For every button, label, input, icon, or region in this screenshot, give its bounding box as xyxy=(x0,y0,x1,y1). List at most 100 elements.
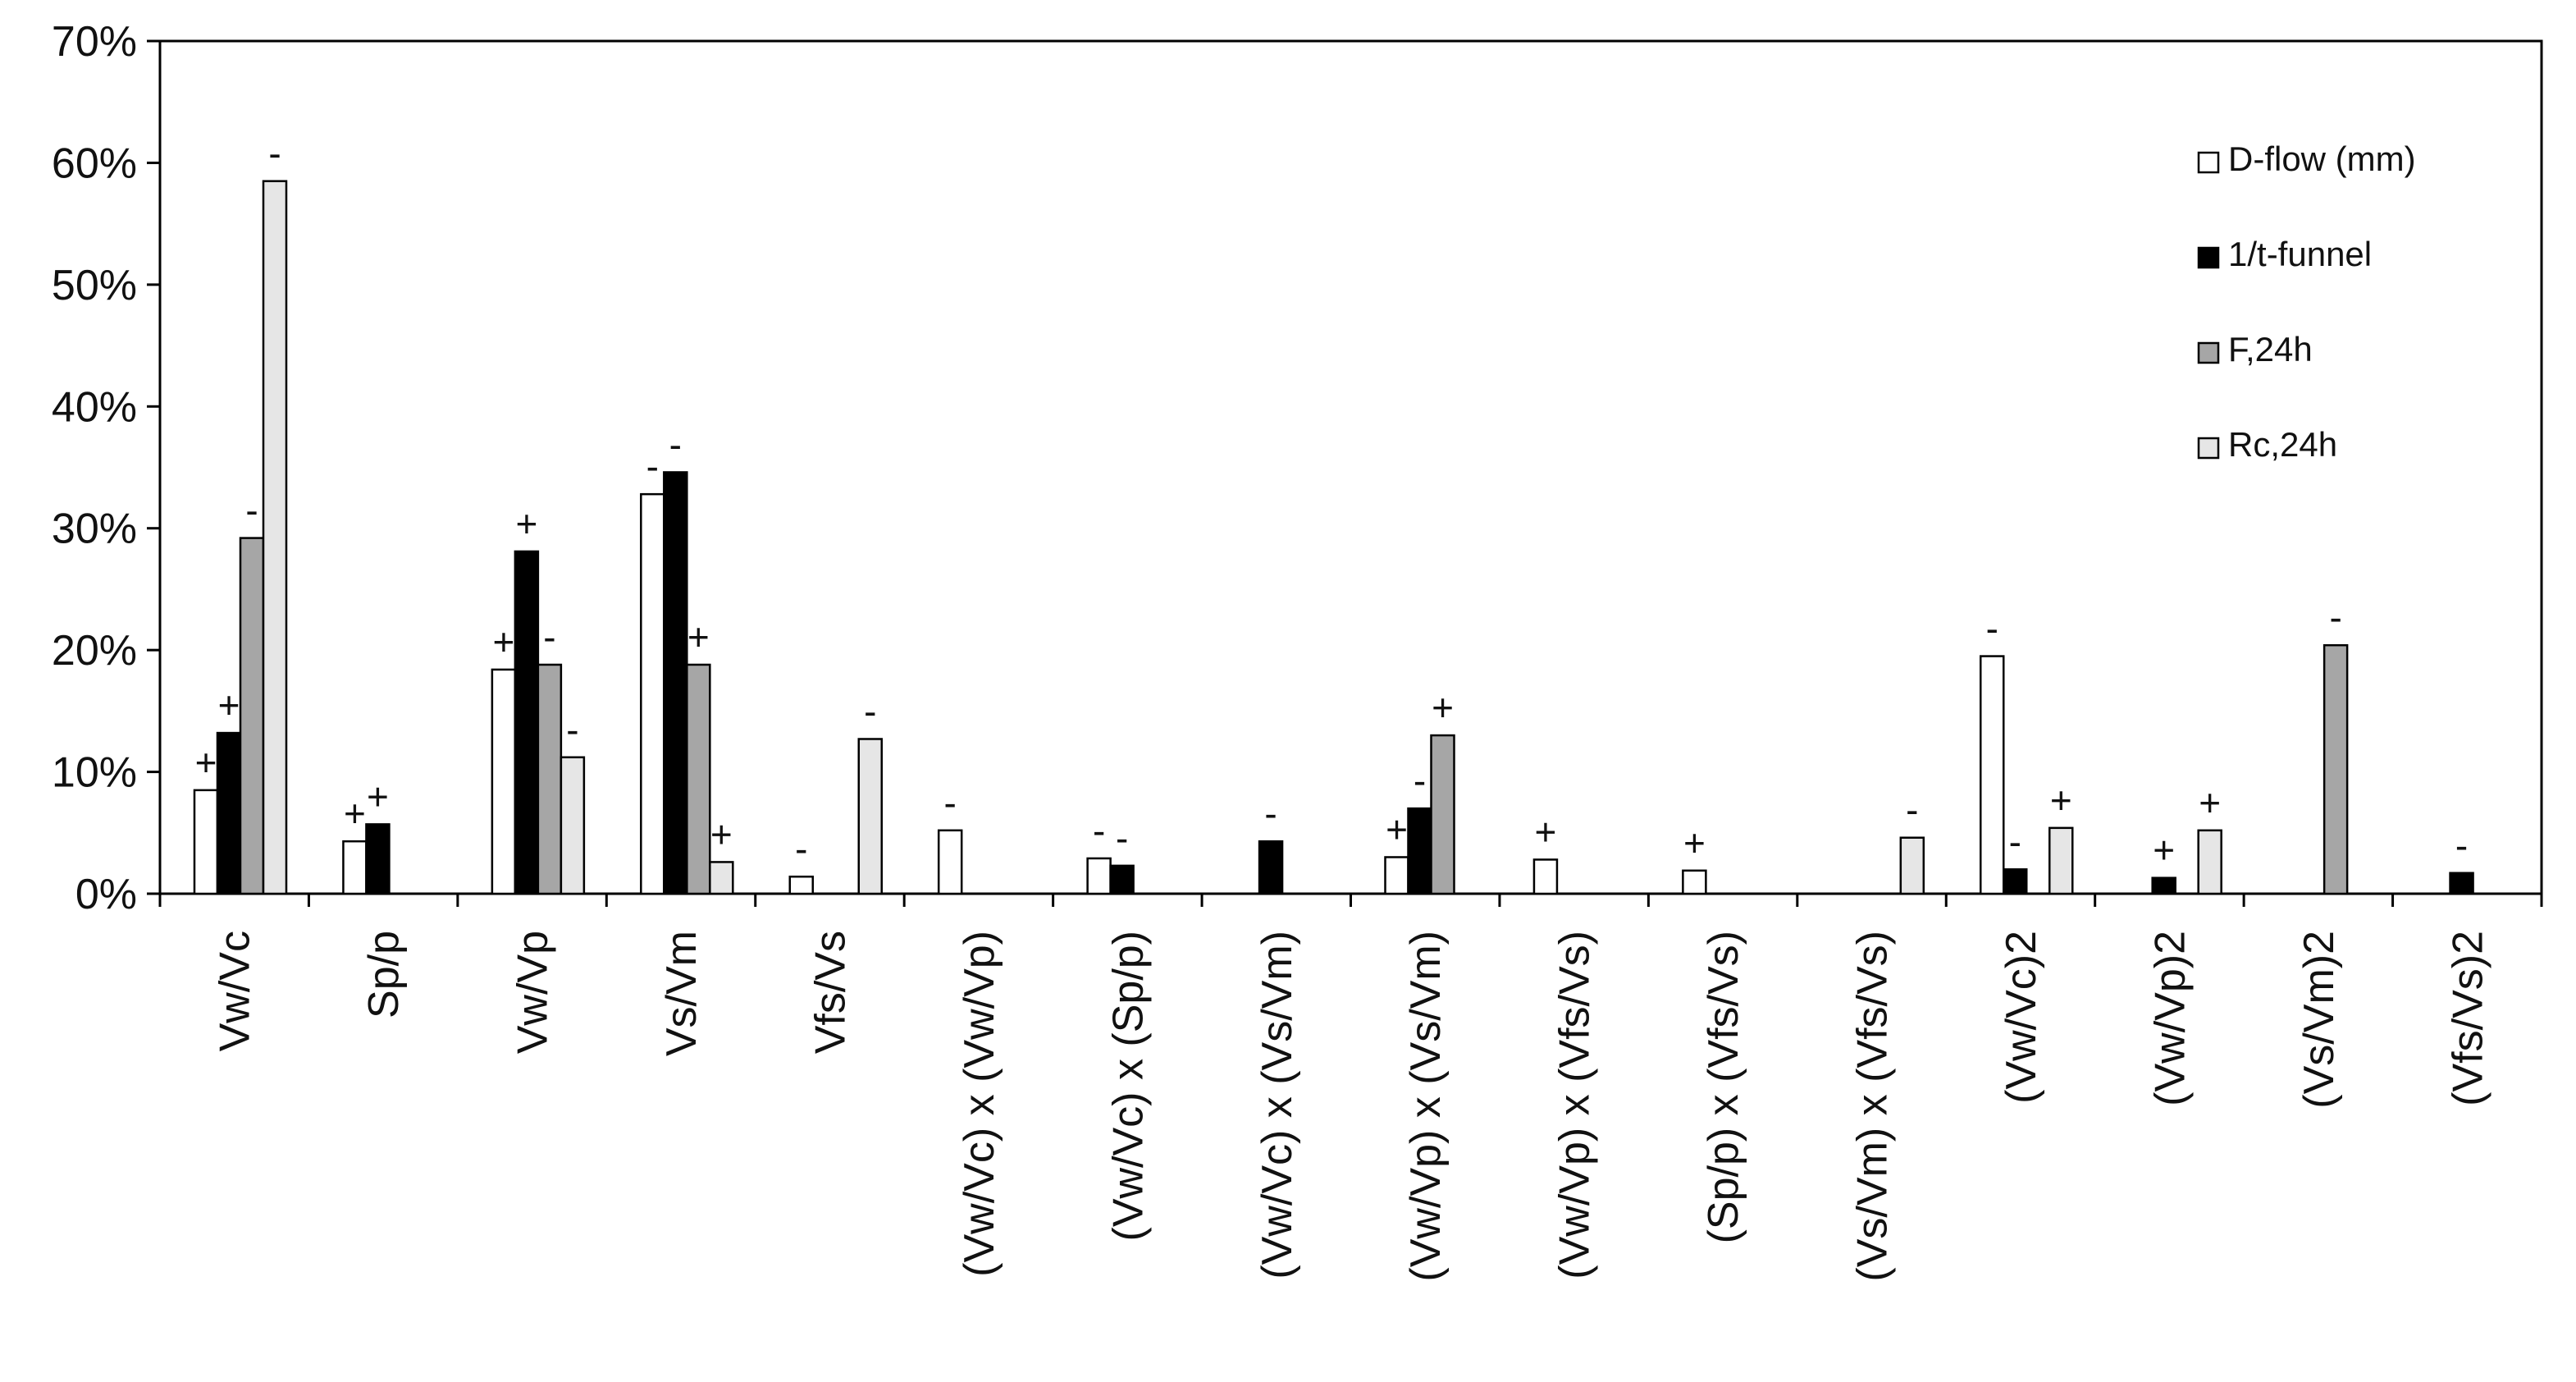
legend-swatch xyxy=(2197,246,2220,269)
bar-d-flow-mm-5 xyxy=(937,829,963,895)
sign-label: - xyxy=(795,827,807,870)
sign-label: - xyxy=(2329,596,2341,638)
sign-label: - xyxy=(1264,792,1277,835)
bar-rc-24h-3 xyxy=(709,861,734,895)
x-category-label: (Vw/Vp) x (Vfs/Vs) xyxy=(1551,931,1599,1279)
x-category-label: Vs/Vm xyxy=(658,931,706,1056)
x-category-label: (Vs/Vm)2 xyxy=(2295,931,2343,1109)
sign-label: - xyxy=(1986,607,1998,650)
x-category-label: (Sp/p) x (Vfs/Vs) xyxy=(1700,931,1747,1243)
bar-f-24h-3 xyxy=(686,663,711,895)
x-category-label: (Vfs/Vs)2 xyxy=(2444,931,2492,1106)
x-category-label: Vw/Vp xyxy=(509,931,557,1054)
sign-label: - xyxy=(1906,789,1918,831)
sign-label: - xyxy=(646,445,659,487)
sign-label: + xyxy=(1432,686,1454,729)
y-tick-label: 60% xyxy=(52,140,137,187)
x-category-label: (Vw/Vp)2 xyxy=(2146,931,2194,1106)
bar-d-flow-mm-8 xyxy=(1384,856,1409,895)
bar-d-flow-mm-10 xyxy=(1682,869,1707,895)
sign-label: + xyxy=(367,775,389,817)
bar-f-24h-14 xyxy=(2323,643,2349,895)
sign-label: - xyxy=(1116,817,1128,859)
bar-1-t-funnel-1 xyxy=(365,823,391,895)
bar-d-flow-mm-2 xyxy=(491,668,517,895)
sign-label: - xyxy=(1093,809,1105,852)
legend-swatch xyxy=(2197,151,2220,174)
bar-d-flow-mm-0 xyxy=(193,789,219,895)
x-category-label: (Vw/Vc) x (Vs/Vm) xyxy=(1254,931,1301,1279)
legend-label: 1/t-funnel xyxy=(2228,235,2372,273)
legend-label: F,24h xyxy=(2228,330,2313,368)
bar-1-t-funnel-7 xyxy=(1258,840,1284,895)
x-category-label: (Vw/Vc)2 xyxy=(1998,931,2045,1104)
bar-d-flow-mm-3 xyxy=(640,492,665,895)
bar-1-t-funnel-2 xyxy=(514,550,540,895)
bar-f-24h-0 xyxy=(239,537,265,895)
x-category-label: (Vs/Vm) x (Vfs/Vs) xyxy=(1849,931,1897,1282)
x-category-label: Sp/p xyxy=(360,931,408,1018)
y-tick-label: 50% xyxy=(52,262,137,309)
sign-label: - xyxy=(2009,820,2021,863)
bar-d-flow-mm-9 xyxy=(1532,858,1559,895)
y-tick-label: 30% xyxy=(52,506,137,553)
y-tick-label: 40% xyxy=(52,383,137,431)
x-category-label: (Vw/Vp) x (Vs/Vm) xyxy=(1402,931,1450,1282)
y-tick-label: 70% xyxy=(52,18,137,66)
bar-1-t-funnel-15 xyxy=(2449,872,2474,895)
sign-label: + xyxy=(344,792,366,835)
bar-1-t-funnel-6 xyxy=(1109,864,1135,895)
legend-label: Rc,24h xyxy=(2228,425,2337,464)
bar-1-t-funnel-12 xyxy=(2003,868,2028,895)
sign-label: + xyxy=(2050,779,2072,821)
bar-rc-24h-4 xyxy=(857,738,883,895)
sign-label: + xyxy=(1535,810,1557,853)
bar-d-flow-mm-4 xyxy=(788,875,814,895)
bar-d-flow-mm-1 xyxy=(342,840,368,895)
y-tick-label: 0% xyxy=(75,871,137,918)
sign-label: + xyxy=(2153,829,2175,872)
sign-label: + xyxy=(1386,808,1408,850)
bar-rc-24h-0 xyxy=(262,180,288,895)
bar-1-t-funnel-13 xyxy=(2151,876,2176,895)
sign-label: - xyxy=(1414,759,1426,802)
sign-label: + xyxy=(687,615,710,658)
bar-rc-24h-12 xyxy=(2048,826,2074,895)
sign-label: + xyxy=(195,741,217,784)
sign-label: + xyxy=(515,502,537,545)
plot-area: 0%10%20%30%40%50%60%70%+++---- + + +-+++---… xyxy=(52,18,2543,1282)
bar-d-flow-mm-6 xyxy=(1086,857,1112,895)
legend-label: D-flow (mm) xyxy=(2228,140,2416,178)
sign-label: - xyxy=(268,132,281,175)
sign-label: - xyxy=(543,615,555,658)
sign-label: - xyxy=(2455,824,2468,867)
sign-label: - xyxy=(245,489,258,532)
legend-swatch xyxy=(2197,437,2220,460)
sign-label: + xyxy=(710,812,733,855)
x-category-label: Vfs/Vs xyxy=(806,931,854,1054)
bar-1-t-funnel-0 xyxy=(216,731,242,895)
bar-rc-24h-11 xyxy=(1899,836,1925,895)
y-tick-label: 10% xyxy=(52,749,137,797)
bar-1-t-funnel-8 xyxy=(1407,807,1432,895)
sign-label: - xyxy=(944,781,957,824)
bar-rc-24h-13 xyxy=(2197,829,2222,895)
bar-1-t-funnel-3 xyxy=(663,471,688,895)
bar-rc-24h-2 xyxy=(560,756,586,895)
bar-f-24h-2 xyxy=(537,663,563,895)
sign-label: + xyxy=(218,684,240,726)
bar-f-24h-8 xyxy=(1430,734,1455,895)
sign-label: + xyxy=(492,620,514,663)
sign-label: + xyxy=(2199,781,2221,824)
sign-label: - xyxy=(669,423,682,465)
bar-d-flow-mm-12 xyxy=(1980,655,2005,895)
sign-label: + xyxy=(1683,821,1706,864)
x-category-label: (Vw/Vc) x (Vw/Vp) xyxy=(956,931,1003,1277)
sign-label: - xyxy=(864,689,876,732)
sign-label: - xyxy=(566,708,578,751)
x-category-label: Vw/Vc xyxy=(212,931,259,1051)
legend-swatch xyxy=(2197,341,2220,364)
y-tick-label: 20% xyxy=(52,627,137,675)
